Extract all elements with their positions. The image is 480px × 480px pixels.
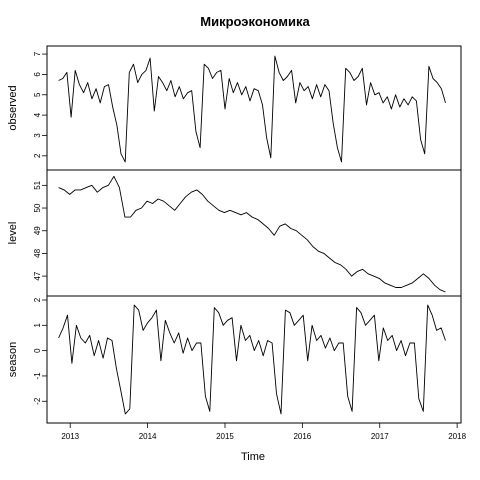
- y-tick-label: 2: [33, 297, 42, 302]
- panels: 2 3 4 5 6 7 observed 47 48 49 50 51 level -2 -1 0 1 2 seas…: [7, 45, 462, 424]
- y-tick-label: -1: [33, 372, 42, 380]
- x-tick-label: 2013: [61, 432, 79, 441]
- y-tick-label: 49: [33, 226, 42, 235]
- y-axis-label-season: season: [7, 342, 19, 377]
- y-axis-label-level: level: [7, 222, 19, 245]
- panel-frame-season: [46, 295, 462, 424]
- panel-frame-level: [46, 169, 462, 297]
- y-tick-label: -2: [33, 397, 42, 405]
- y-tick-label: 50: [33, 203, 42, 212]
- y-tick-label: 5: [33, 92, 42, 97]
- series-line-level: [58, 175, 446, 293]
- y-tick-label: 1: [33, 323, 42, 328]
- panel-level: 47 48 49 50 51 level: [7, 169, 462, 297]
- x-axis-label: Time: [241, 451, 265, 463]
- panel-season: -2 -1 0 1 2 season: [7, 295, 462, 424]
- x-tick-label: 2014: [139, 432, 157, 441]
- x-tick-label: 2017: [371, 432, 389, 441]
- chart-title: Микроэкономика: [200, 14, 310, 29]
- series-line-observed: [58, 55, 446, 163]
- panel-frame-observed: [46, 45, 462, 171]
- series-line-season: [58, 304, 446, 415]
- y-tick-label: 4: [33, 112, 42, 117]
- y-axis-label-observed: observed: [7, 85, 19, 130]
- x-tick-label: 2015: [216, 432, 234, 441]
- x-axis: 2013 2014 2015 2016 2017 2018: [61, 423, 467, 441]
- y-tick-label: 2: [33, 153, 42, 158]
- y-tick-label: 3: [33, 133, 42, 138]
- panel-observed: 2 3 4 5 6 7 observed: [7, 45, 462, 171]
- y-tick-label: 47: [33, 271, 42, 280]
- y-tick-label: 0: [33, 348, 42, 353]
- x-tick-label: 2016: [293, 432, 311, 441]
- y-tick-label: 51: [33, 180, 42, 189]
- y-tick-label: 7: [33, 51, 42, 56]
- y-tick-label: 48: [33, 248, 42, 257]
- y-tick-label: 6: [33, 72, 42, 77]
- x-tick-label: 2018: [448, 432, 466, 441]
